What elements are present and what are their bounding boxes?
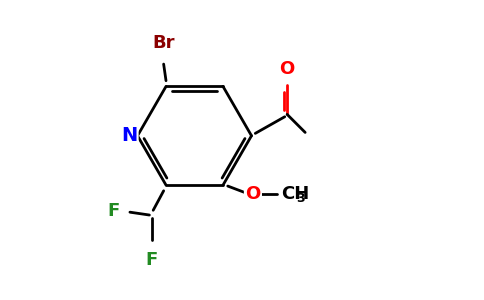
- Text: F: F: [107, 202, 120, 220]
- Text: Br: Br: [152, 34, 175, 52]
- Text: O: O: [245, 185, 260, 203]
- Text: F: F: [146, 251, 158, 269]
- Text: CH: CH: [281, 185, 310, 203]
- Text: O: O: [279, 60, 295, 78]
- Text: N: N: [121, 126, 137, 145]
- Text: 3: 3: [297, 192, 305, 205]
